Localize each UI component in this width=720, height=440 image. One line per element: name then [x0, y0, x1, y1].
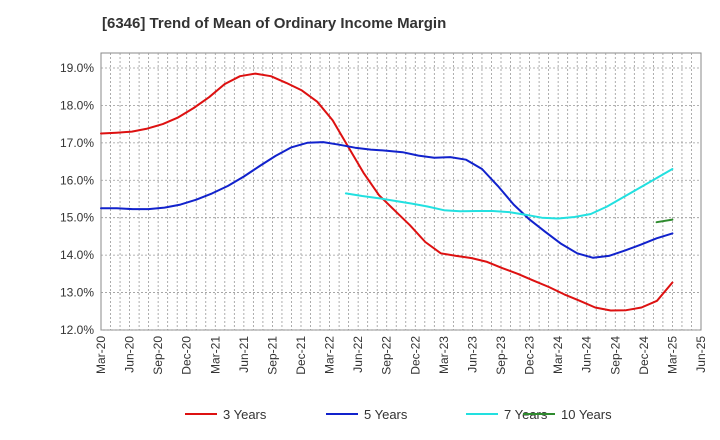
legend: 3 Years 5 Years 7 Years 10 Years: [185, 407, 612, 422]
series-line-7-years: [344, 168, 674, 220]
x-tick-label: Mar-24: [551, 336, 565, 374]
x-tick-label: Sep-20: [151, 336, 165, 375]
series-line-3-years: [100, 72, 674, 312]
x-tick-label: Mar-23: [437, 336, 451, 374]
y-tick-label: 15.0%: [60, 211, 94, 225]
y-tick-label: 16.0%: [60, 173, 94, 187]
x-tick-label: Dec-23: [523, 336, 537, 375]
x-tick-label: Sep-23: [494, 336, 508, 375]
y-tick-label: 14.0%: [60, 248, 94, 262]
y-tick-label: 19.0%: [60, 61, 94, 75]
x-tick-label: Jun-22: [351, 336, 365, 373]
series-lines: [100, 72, 674, 312]
x-tick-label: Sep-24: [608, 336, 622, 375]
x-tick-label: Jun-24: [580, 336, 594, 373]
legend-label: 10 Years: [561, 407, 612, 422]
legend-label: 3 Years: [223, 407, 267, 422]
y-axis: 12.0% 13.0% 14.0% 15.0% 16.0% 17.0% 18.0% 19.0%: [60, 61, 94, 337]
x-tick-label: Sep-21: [265, 336, 279, 375]
x-axis: Mar-20 Jun-20 Sep-20 Dec-20 Mar-21 Jun-21 Sep-…: [94, 336, 708, 375]
chart-title: [6346] Trend of Mean of Ordinary Income …: [102, 15, 447, 32]
x-tick-label: Dec-22: [408, 336, 422, 375]
series-line-5-years: [100, 141, 674, 259]
x-tick-label: Jun-20: [123, 336, 137, 373]
plot-area: [100, 52, 702, 331]
x-tick-label: Jun-25: [694, 336, 708, 373]
x-tick-label: Mar-25: [665, 336, 679, 374]
y-tick-label: 12.0%: [60, 323, 94, 337]
x-tick-label: Sep-22: [380, 336, 394, 375]
y-tick-label: 13.0%: [60, 286, 94, 300]
x-tick-label: Jun-21: [237, 336, 251, 373]
x-tick-label: Mar-21: [208, 336, 222, 374]
series-line-10-years: [655, 218, 674, 224]
legend-label: 5 Years: [364, 407, 408, 422]
y-tick-label: 17.0%: [60, 136, 94, 150]
x-tick-label: Dec-24: [637, 336, 651, 375]
y-tick-label: 18.0%: [60, 98, 94, 112]
x-tick-label: Dec-20: [180, 336, 194, 375]
x-tick-label: Jun-23: [465, 336, 479, 373]
x-tick-label: Dec-21: [294, 336, 308, 375]
x-tick-label: Mar-20: [94, 336, 108, 374]
x-tick-label: Mar-22: [323, 336, 337, 374]
